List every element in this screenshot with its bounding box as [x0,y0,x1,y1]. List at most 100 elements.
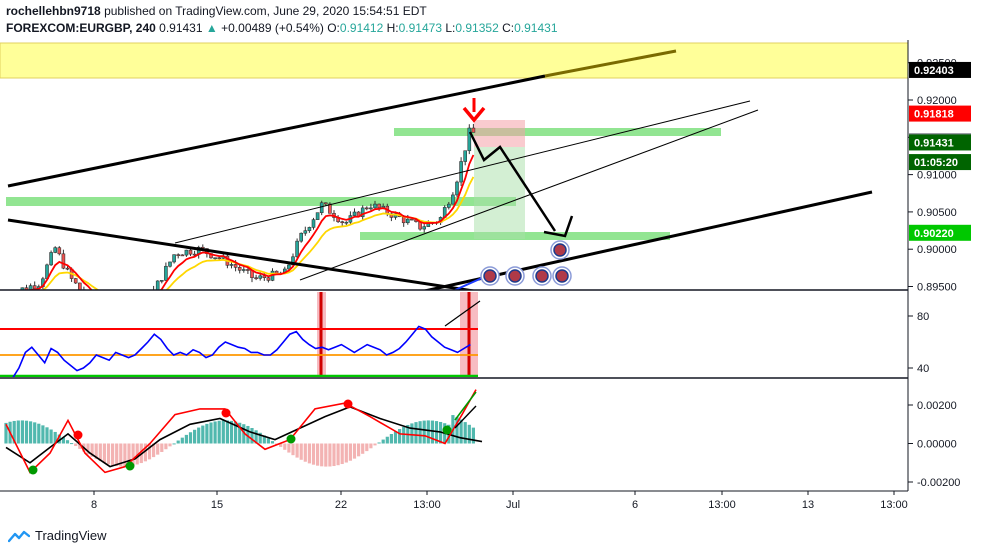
candle [128,300,131,310]
histogram-bar [340,443,344,465]
candle-body [99,303,102,305]
price-tick-label: 0.90500 [917,207,957,219]
candle [340,220,345,226]
high-value: 0.91473 [398,21,443,35]
histogram-bar [373,443,377,446]
candle-body [242,269,246,271]
candle [303,226,308,236]
candle-body [73,278,78,284]
channel-line [299,109,759,281]
candle [360,205,365,221]
candle-body [28,285,33,290]
candle [73,277,78,284]
candle [111,297,114,305]
candle-body [323,202,328,205]
histogram-bar [217,420,221,444]
candle-body [340,221,345,224]
candle-body [91,295,94,302]
candle [160,280,164,284]
candle [49,250,53,266]
oscillator-pane[interactable] [0,292,481,381]
candle [151,285,156,290]
candle [315,212,320,220]
histogram-bar [131,443,135,466]
candle [295,238,299,259]
candle-body [237,267,242,271]
candle-body [455,181,459,196]
candle-body [373,203,377,209]
histogram-bar [385,436,389,444]
histogram-bar [332,443,336,467]
histogram-bar [65,440,70,444]
histogram-bar [434,421,439,444]
candle-body [136,301,139,302]
candle [389,211,394,222]
candle-body [217,257,221,260]
brand-name: TradingView [35,528,107,543]
price-label: 0.91818 [909,105,971,122]
candle-body [78,282,82,290]
tradingview-logo-icon [8,530,30,542]
histogram-bar [414,422,418,444]
candle-body [192,253,197,256]
histogram-bar [299,443,303,460]
event-flag-core [535,269,549,283]
candle-body [184,249,189,256]
time-tick-label: Jul [506,499,520,511]
candle [164,262,168,281]
histogram-bar [70,443,74,445]
histogram-bar [389,434,393,444]
histogram-bar [348,443,352,461]
candle-body [172,254,176,263]
candle-body [451,194,455,205]
candle [311,217,316,230]
candle-body [32,285,37,290]
candle [95,300,98,304]
candle-body [17,291,20,295]
histogram-bar [266,438,270,444]
histogram-bar [164,443,168,450]
histogram-bar [242,424,246,444]
candle-body [53,247,58,253]
price-pane[interactable] [0,42,908,312]
histogram-bar [193,429,197,444]
histogram-bar [74,443,78,447]
candle-body [49,252,53,266]
histogram-bar [20,420,24,444]
histogram-bar [463,422,467,444]
price-tick-label: 0.90000 [917,244,957,256]
candle [451,192,455,205]
open-value: 0.91412 [339,21,384,35]
candles [17,123,476,310]
price-label-bg [909,224,971,241]
tradingview-brand[interactable]: TradingView [8,528,107,543]
candle [144,294,147,300]
histogram-bar [221,420,225,444]
candle-body [111,300,114,302]
histogram-bar [234,421,238,444]
crossover-dot [286,434,296,444]
price-tick-label: 0.89500 [917,282,957,294]
histogram-bar [86,443,90,455]
candle-body [364,207,369,210]
candle-body [87,295,90,296]
price-tick-label: 0.92000 [917,95,957,107]
candle-body [168,261,172,267]
histogram-bar [258,432,262,444]
candle-body [262,275,267,278]
macd-pane[interactable] [4,389,483,475]
candle-body [65,267,70,270]
candle [87,293,90,296]
histogram-bar [320,443,324,467]
histogram-bar [316,443,320,466]
candle-body [132,302,135,307]
candle-body [123,302,126,308]
event-flag-icon [480,266,500,286]
histogram-bar [328,443,332,467]
candle [471,123,476,133]
histogram-bar [422,420,426,444]
histogram-bar [143,443,147,462]
channel-line [174,100,751,244]
candle-body [164,265,168,281]
